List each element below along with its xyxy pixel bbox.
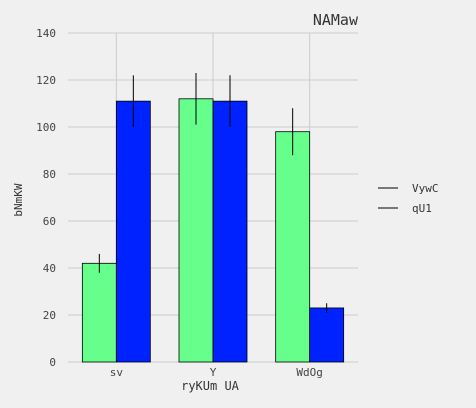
y-tick-label: 120 (36, 74, 56, 87)
y-axis-ticks: 0 20 40 60 80 100 120 140 (36, 27, 56, 369)
bar-qU1-sv (115, 100, 151, 363)
x-axis-label: ryKUm UA (181, 379, 240, 393)
y-tick-label: 140 (36, 27, 56, 40)
y-tick-label: 20 (43, 309, 56, 322)
bar-VywC-Y (178, 98, 214, 363)
legend-label: VywC (412, 182, 439, 195)
bar-qU1-Y (212, 100, 248, 363)
y-tick-label: 80 (43, 168, 56, 181)
x-tick-label: Y (210, 366, 217, 379)
y-tick-label: 100 (36, 121, 56, 134)
chart-title: NAMaw (313, 11, 359, 29)
y-tick-label: 60 (43, 215, 56, 228)
y-tick-label: 40 (43, 262, 56, 275)
y-axis-label: bNmKW (12, 183, 25, 216)
bar-qU1-WdOg (309, 307, 345, 363)
x-tick-label: WdOg (296, 366, 323, 379)
error-bars (98, 72, 328, 313)
x-axis-ticks: sv Y WdOg (110, 366, 323, 379)
bar-marks (81, 98, 345, 363)
legend: VywC qU1 (378, 182, 439, 215)
x-tick-label: sv (110, 366, 124, 379)
y-tick-label: 0 (49, 356, 56, 369)
legend-label: qU1 (412, 202, 432, 215)
bar-VywC-sv (81, 262, 117, 363)
bar-VywC-WdOg (275, 131, 311, 363)
